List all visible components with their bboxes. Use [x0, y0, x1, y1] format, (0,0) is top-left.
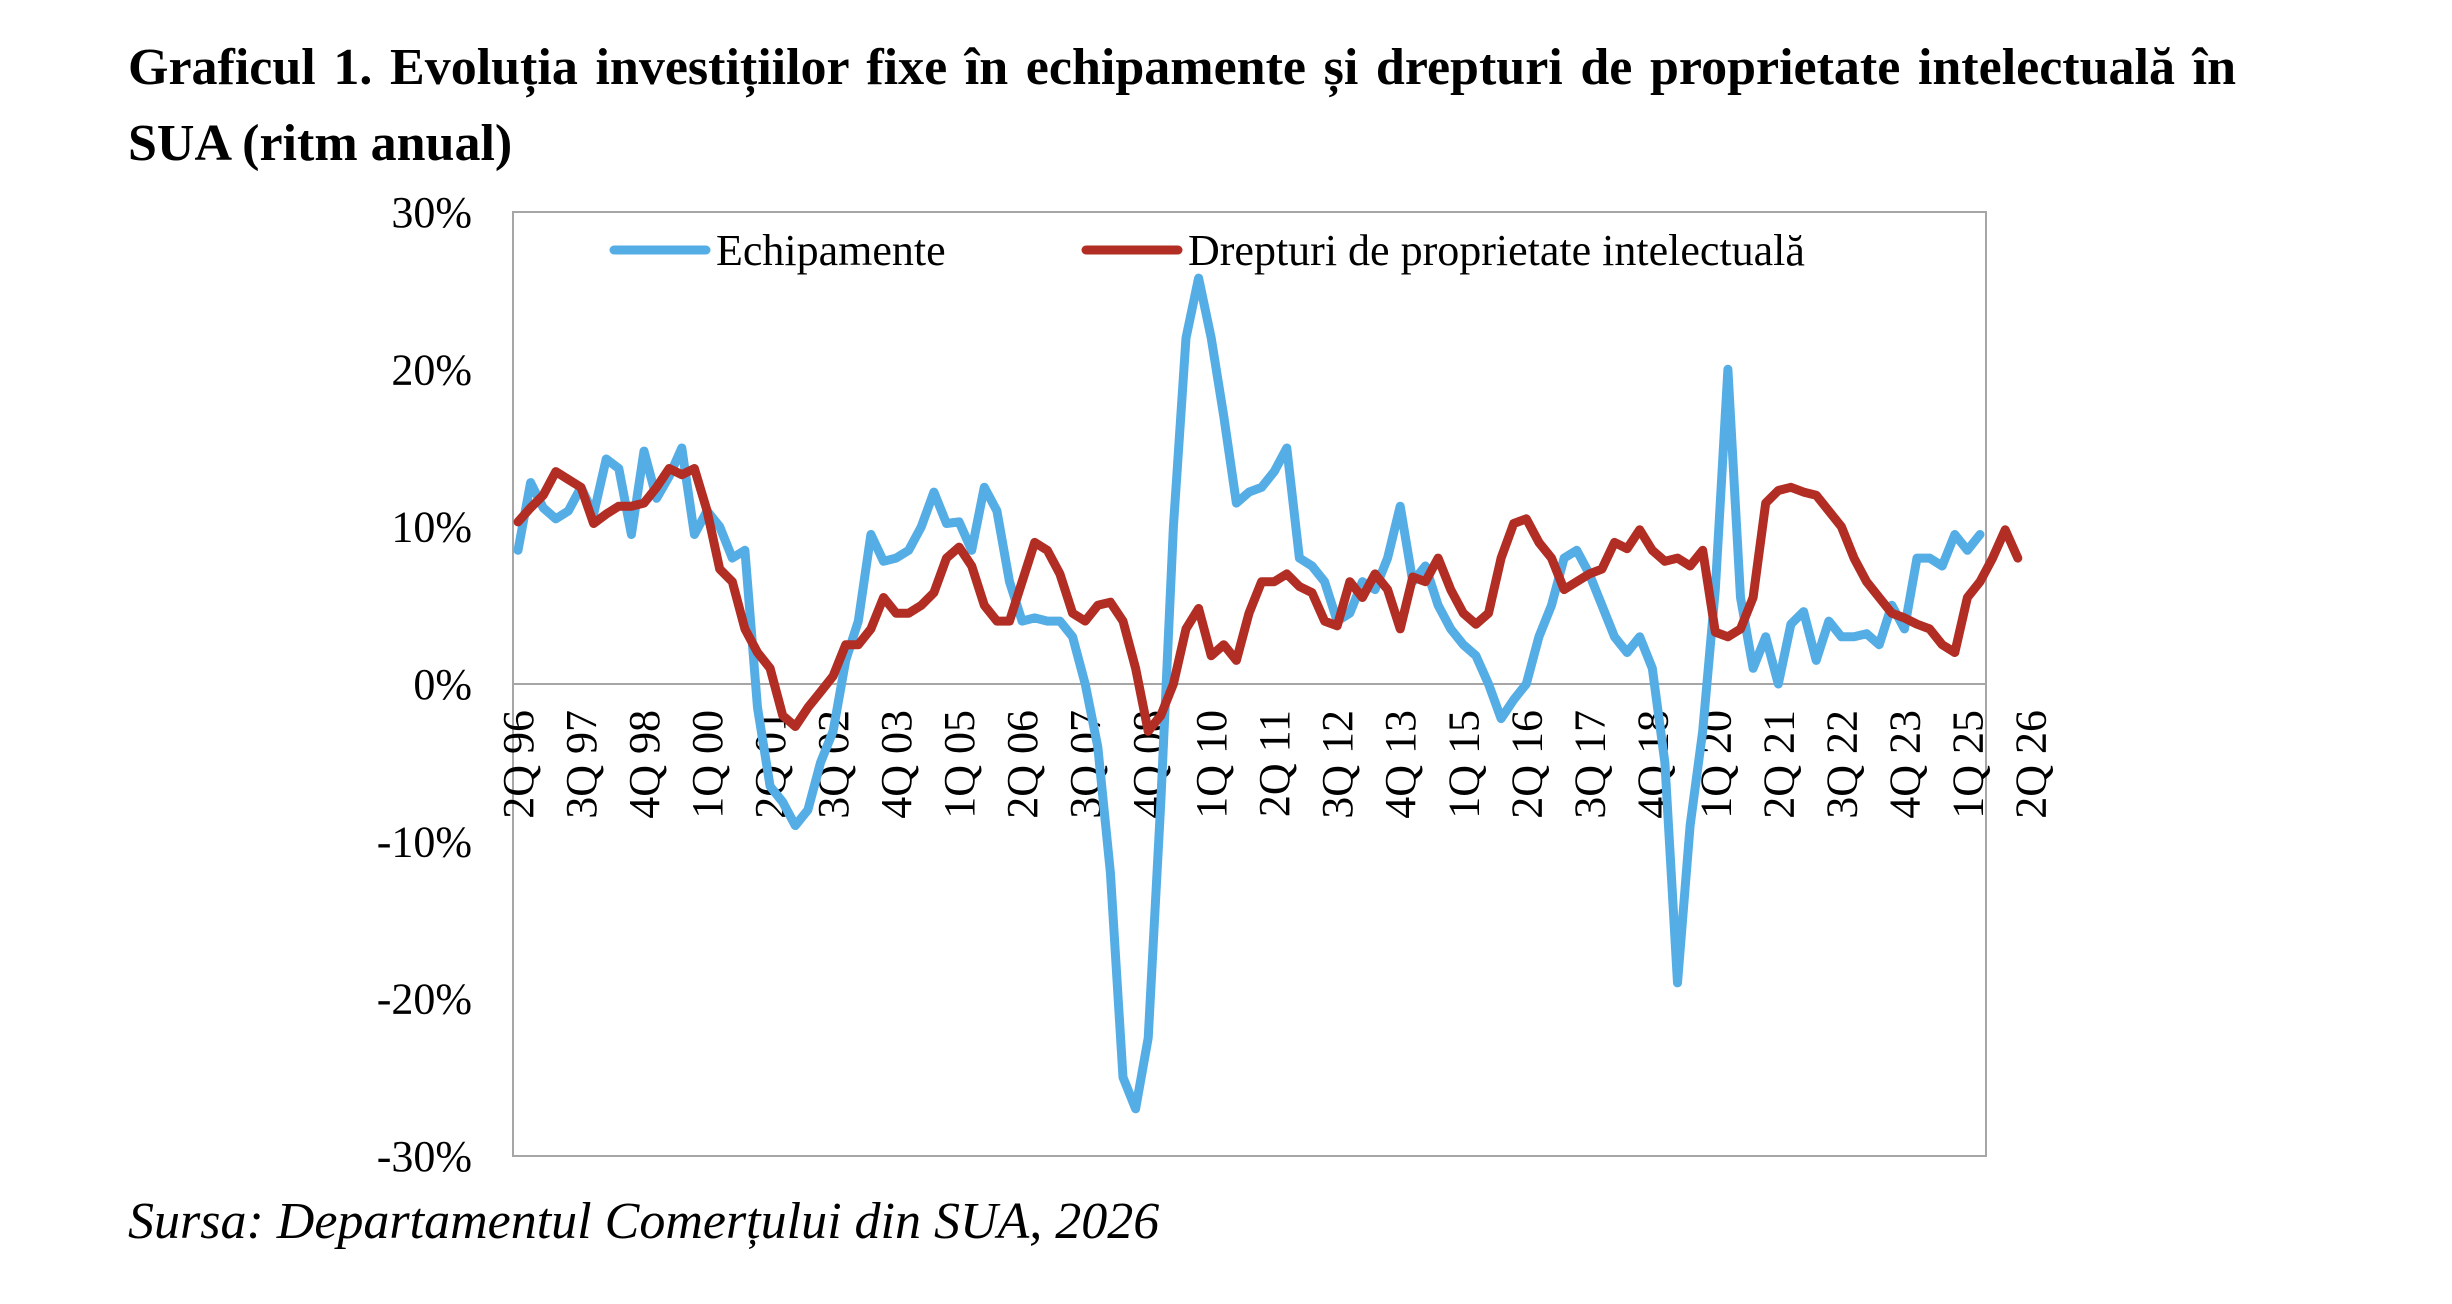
x-tick-label: 2Q 11 [1250, 710, 1299, 817]
series-group [513, 273, 2023, 1114]
y-tick-label: 30% [391, 188, 472, 237]
x-tick-label: 3Q 12 [1313, 710, 1362, 819]
x-tick-label: 1Q 15 [1439, 710, 1488, 819]
x-tick-label: 1Q 25 [1943, 710, 1992, 819]
legend-label: Drepturi de proprietate intelectuală [1188, 226, 1805, 275]
y-tick-label: 10% [391, 503, 472, 552]
x-tick-label: 3Q 22 [1817, 710, 1866, 819]
legend: Echipamente Drepturi de proprietate intel… [609, 226, 1805, 275]
x-tick-label: 4Q 98 [620, 710, 669, 819]
legend-label: Echipamente [716, 226, 946, 275]
x-tick-label: 4Q 23 [1880, 710, 1929, 819]
x-tick-label: 2Q 96 [494, 710, 543, 819]
x-tick-label: 4Q 13 [1376, 710, 1425, 819]
series-line-drepturi-proprietate-intelectuala [513, 464, 2023, 736]
y-tick-label: -30% [377, 1132, 472, 1181]
x-tick-label: 2Q 21 [1754, 710, 1803, 819]
series-line-echipamente [513, 273, 1985, 1114]
x-axis-ticks: 2Q 96 3Q 97 4Q 98 1Q 00 2Q 01 3Q 02 4Q 03 1Q 05… [494, 710, 2055, 819]
x-tick-label: 4Q 03 [872, 710, 921, 819]
x-tick-label: 2Q 26 [2006, 710, 2055, 819]
x-tick-label: 1Q 00 [683, 710, 732, 819]
y-axis-ticks: 30% 20% 10% 0% -10% -20% -30% [377, 188, 472, 1181]
x-tick-label: 3Q 17 [1565, 710, 1614, 819]
x-tick-label: 2Q 16 [1502, 710, 1551, 819]
y-tick-label: 0% [413, 660, 472, 709]
x-tick-label: 2Q 06 [998, 710, 1047, 819]
y-tick-label: -10% [377, 817, 472, 866]
x-tick-label: 1Q 10 [1187, 710, 1236, 819]
figure-title: Graficul 1. Evoluția investițiilor fixe … [128, 39, 2236, 172]
source-note: Sursa: Departamentul Comerțului din SUA,… [128, 1193, 1160, 1250]
y-tick-label: 20% [391, 345, 472, 394]
x-tick-label: 1Q 05 [935, 710, 984, 819]
y-tick-label: -20% [377, 975, 472, 1024]
x-tick-label: 3Q 97 [557, 710, 606, 819]
